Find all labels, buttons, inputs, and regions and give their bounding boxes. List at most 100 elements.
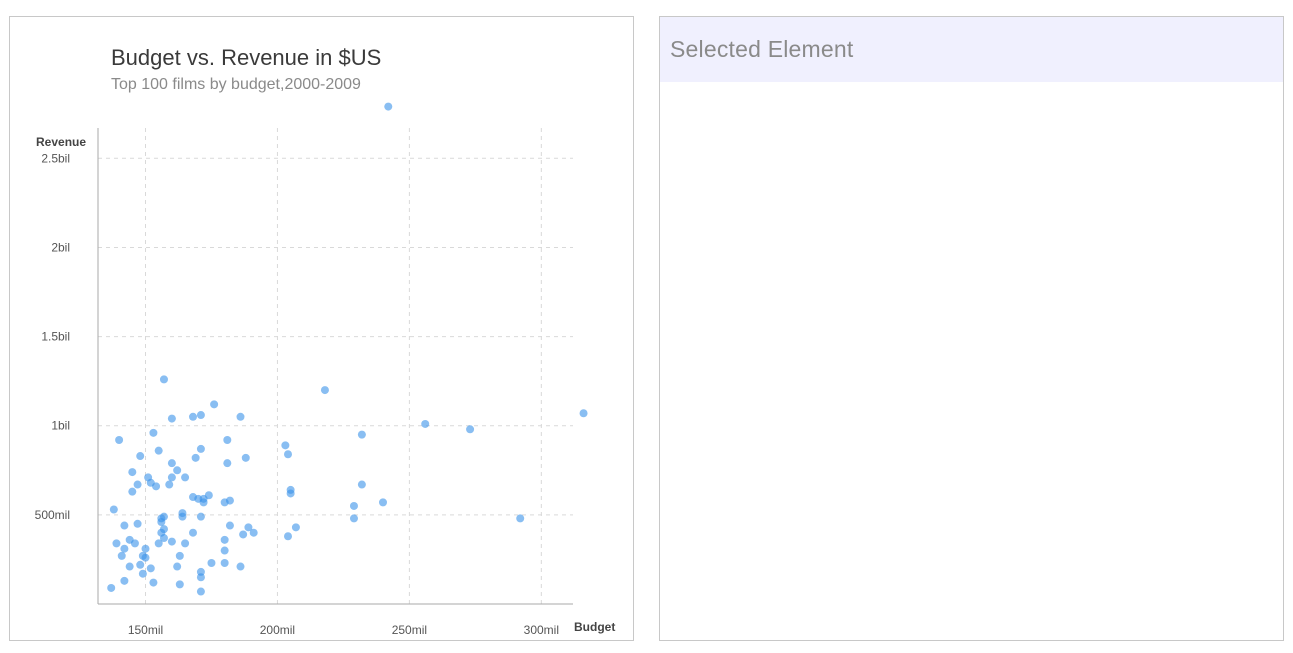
data-point[interactable] (196, 444, 205, 453)
data-point[interactable] (189, 528, 197, 537)
data-point[interactable] (167, 414, 176, 423)
data-point[interactable] (136, 560, 145, 569)
data-point[interactable] (204, 491, 213, 500)
data-point[interactable] (149, 428, 158, 437)
data-point[interactable] (421, 419, 430, 428)
selected-element-header: Selected Element (660, 17, 1283, 82)
data-point[interactable] (136, 452, 145, 461)
y-tick-label: 1bil (51, 419, 70, 433)
data-point[interactable] (284, 532, 292, 541)
data-point[interactable] (178, 509, 187, 518)
data-point[interactable] (189, 412, 197, 421)
data-point[interactable] (220, 546, 229, 555)
data-point[interactable] (159, 512, 168, 521)
data-point[interactable] (291, 523, 300, 532)
data-point[interactable] (125, 562, 134, 571)
data-point[interactable] (149, 578, 158, 587)
data-point[interactable] (159, 534, 168, 543)
data-point[interactable] (225, 521, 234, 530)
data-point[interactable] (196, 587, 205, 596)
data-point[interactable] (173, 466, 182, 475)
data-point[interactable] (466, 425, 475, 434)
data-point[interactable] (181, 473, 190, 482)
data-point[interactable] (196, 573, 205, 582)
data-point[interactable] (384, 102, 393, 111)
x-tick-label: 300mil (524, 623, 559, 637)
data-point[interactable] (133, 519, 142, 528)
x-axis-title: Budget (574, 620, 615, 634)
data-point[interactable] (120, 521, 129, 530)
data-point[interactable] (244, 523, 253, 532)
tick-labels: 150mil 200mil 250mil 300mil 500mil 1bil 1.5bil… (35, 151, 559, 637)
data-point[interactable] (191, 453, 200, 462)
axis-layer (97, 128, 573, 605)
data-point[interactable] (207, 558, 216, 567)
data-point[interactable] (117, 551, 126, 560)
data-point[interactable] (128, 468, 137, 477)
data-point[interactable] (175, 551, 184, 560)
data-point[interactable] (349, 501, 358, 510)
data-point[interactable] (165, 480, 174, 489)
data-point[interactable] (112, 539, 121, 548)
data-point[interactable] (281, 441, 290, 450)
data-point[interactable] (159, 525, 168, 534)
data-point[interactable] (239, 530, 248, 539)
data-point[interactable] (223, 435, 232, 444)
x-tick-label: 250mil (392, 623, 427, 637)
data-point[interactable] (357, 480, 366, 489)
data-point[interactable] (167, 537, 176, 546)
data-point[interactable] (196, 512, 205, 521)
data-point[interactable] (167, 459, 176, 468)
data-point[interactable] (249, 528, 258, 537)
grid-layer (98, 128, 573, 604)
data-point[interactable] (286, 489, 295, 498)
data-point[interactable] (220, 558, 229, 567)
data-points (107, 102, 588, 596)
data-point[interactable] (236, 562, 245, 571)
chart-title: Budget vs. Revenue in $US (111, 45, 382, 70)
data-point[interactable] (196, 411, 205, 420)
data-point[interactable] (141, 553, 150, 562)
data-point[interactable] (120, 544, 129, 553)
data-point[interactable] (133, 480, 142, 489)
data-point[interactable] (128, 487, 137, 496)
data-point[interactable] (138, 569, 147, 578)
data-point[interactable] (225, 496, 234, 505)
y-tick-label: 500mil (35, 508, 70, 522)
y-tick-label: 2bil (51, 240, 70, 254)
data-point[interactable] (120, 576, 129, 585)
scatter-plot: 150mil 200mil 250mil 300mil 500mil 1bil 1.5bil… (35, 102, 615, 637)
data-point[interactable] (115, 435, 124, 444)
data-point[interactable] (357, 430, 366, 439)
data-point[interactable] (109, 505, 118, 514)
data-point[interactable] (154, 446, 163, 455)
data-point[interactable] (167, 473, 176, 482)
data-point[interactable] (141, 544, 150, 553)
data-point[interactable] (236, 412, 245, 421)
chart-subtitle: Top 100 films by budget,2000-2009 (111, 76, 361, 93)
data-point[interactable] (516, 514, 525, 523)
data-point[interactable] (181, 539, 190, 548)
selected-element-title: Selected Element (670, 36, 854, 62)
data-point[interactable] (146, 564, 155, 573)
y-axis-title: Revenue (36, 135, 86, 149)
data-point[interactable] (159, 375, 168, 384)
data-point[interactable] (152, 482, 161, 491)
data-point[interactable] (349, 514, 358, 523)
data-point[interactable] (284, 450, 292, 459)
selected-element-panel: Selected Element (659, 16, 1284, 641)
data-point[interactable] (210, 400, 219, 409)
data-point[interactable] (154, 539, 163, 548)
chart-panel: Budget vs. Revenue in $US Top 100 films … (9, 16, 634, 641)
data-point[interactable] (379, 498, 387, 507)
data-point[interactable] (130, 539, 139, 548)
x-tick-label: 150mil (128, 623, 163, 637)
data-point[interactable] (579, 409, 588, 418)
data-point[interactable] (107, 583, 116, 592)
data-point[interactable] (173, 562, 182, 571)
data-point[interactable] (241, 453, 250, 462)
data-point[interactable] (175, 580, 184, 589)
data-point[interactable] (320, 386, 329, 395)
data-point[interactable] (223, 459, 232, 468)
data-point[interactable] (220, 535, 229, 544)
